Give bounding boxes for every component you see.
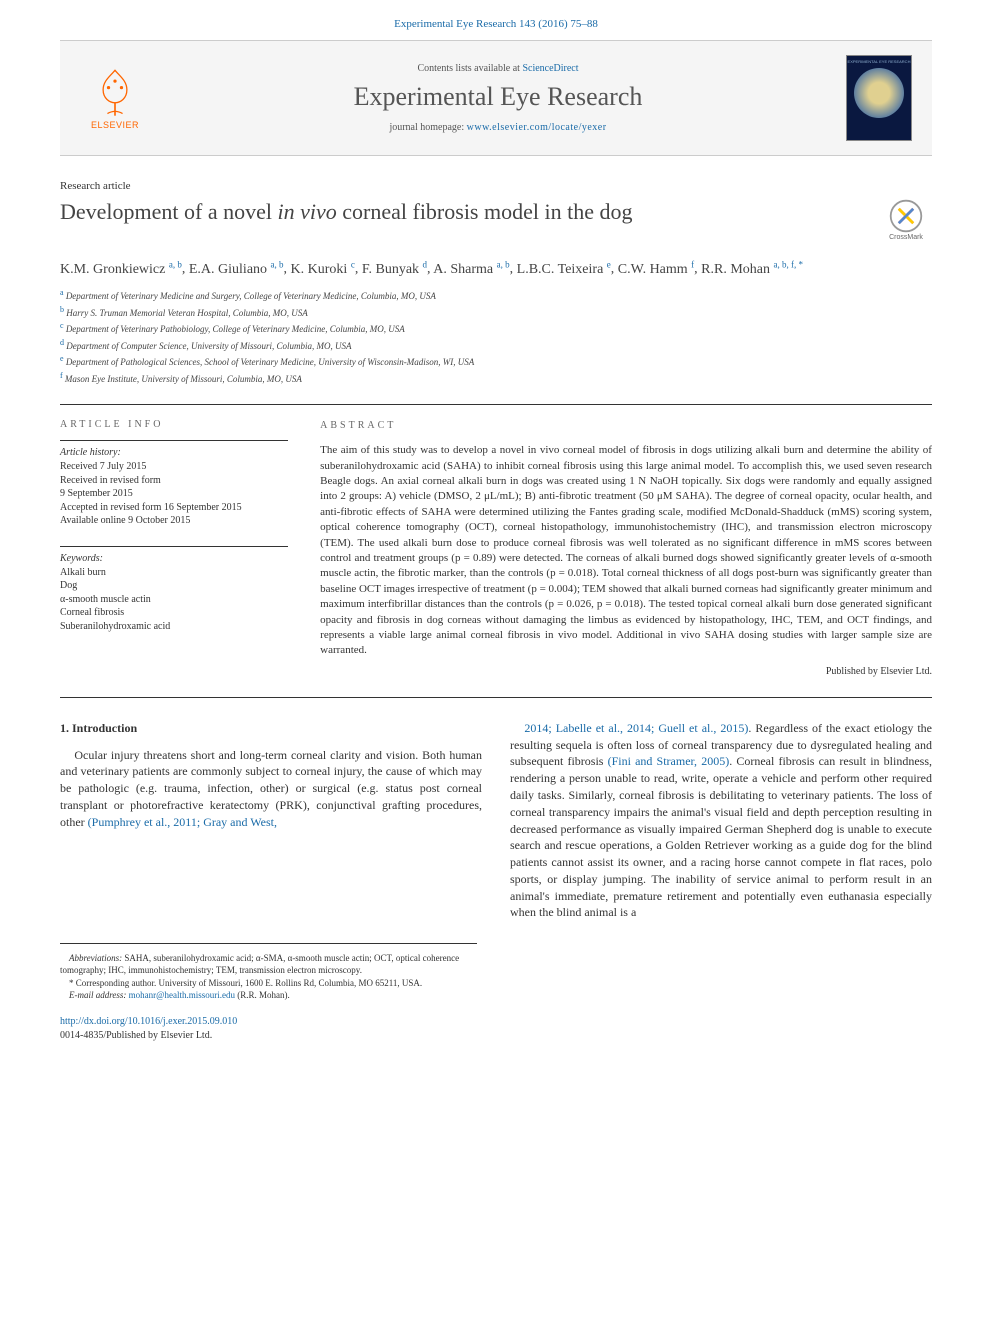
author: F. Bunyak d (362, 262, 427, 277)
history-label: Article history: (60, 447, 288, 458)
citation-3[interactable]: (Fini and Stramer, 2005) (608, 754, 730, 768)
page-footer: http://dx.doi.org/10.1016/j.exer.2015.09… (60, 1015, 932, 1043)
journal-reference: Experimental Eye Research 143 (2016) 75–… (0, 0, 992, 40)
corr-label: * Corresponding author. (69, 978, 156, 988)
title-pre: Development of a novel (60, 199, 278, 224)
keyword-item: α-smooth muscle actin (60, 593, 288, 607)
article-info-sidebar: ARTICLE INFO Article history: Received 7… (60, 405, 304, 678)
affiliations: a Department of Veterinary Medicine and … (60, 287, 932, 386)
intro-heading: 1. Introduction (60, 720, 482, 737)
body-column-left: 1. Introduction Ocular injury threatens … (60, 720, 482, 922)
affiliation: a Department of Veterinary Medicine and … (60, 287, 932, 304)
abstract-text: The aim of this study was to develop a n… (320, 443, 932, 658)
history-item: 9 September 2015 (60, 487, 288, 501)
corresponding-note: * Corresponding author. University of Mi… (60, 977, 477, 989)
intro-paragraph-right: 2014; Labelle et al., 2014; Guell et al.… (510, 720, 932, 922)
history-item: Accepted in revised form 16 September 20… (60, 501, 288, 515)
abstract-footer: Published by Elsevier Ltd. (320, 665, 932, 679)
author: L.B.C. Teixeira e (517, 262, 611, 277)
author: K.M. Gronkiewicz a, b (60, 262, 182, 277)
keywords-block: Keywords: Alkali burnDogα-smooth muscle … (60, 546, 288, 634)
history-item: Received in revised form (60, 474, 288, 488)
history-item: Received 7 July 2015 (60, 460, 288, 474)
elsevier-tree-icon (88, 66, 142, 120)
affiliation: e Department of Pathological Sciences, S… (60, 353, 932, 370)
article-info-head: ARTICLE INFO (60, 419, 288, 430)
footnotes: Abbreviations: SAHA, suberanilohydroxami… (60, 952, 477, 1001)
title-post: corneal fibrosis model in the dog (337, 199, 633, 224)
footnote-separator (60, 943, 477, 944)
abbreviations-note: Abbreviations: SAHA, suberanilohydroxami… (60, 952, 477, 976)
author: R.R. Mohan a, b, f, * (701, 262, 803, 277)
keywords-label: Keywords: (60, 553, 288, 564)
keyword-item: Suberanilohydroxamic acid (60, 620, 288, 634)
abbr-label: Abbreviations: (69, 953, 122, 963)
journal-homepage: journal homepage: www.elsevier.com/locat… (150, 122, 846, 133)
issn-line: 0014-4835/Published by Elsevier Ltd. (60, 1030, 212, 1041)
author: K. Kuroki c (291, 262, 355, 277)
author-list: K.M. Gronkiewicz a, b, E.A. Giuliano a, … (60, 258, 932, 279)
journal-cover[interactable]: EXPERIMENTAL EYE RESEARCH (846, 55, 912, 141)
keyword-item: Alkali burn (60, 566, 288, 580)
keyword-item: Corneal fibrosis (60, 606, 288, 620)
article-title: Development of a novel in vivo corneal f… (60, 198, 868, 226)
email-link[interactable]: mohanr@health.missouri.edu (129, 990, 235, 1000)
doi-link[interactable]: http://dx.doi.org/10.1016/j.exer.2015.09… (60, 1016, 237, 1027)
affiliation: d Department of Computer Science, Univer… (60, 337, 932, 354)
abstract-head: ABSTRACT (320, 419, 932, 433)
citation-2[interactable]: 2014; Labelle et al., 2014; Guell et al.… (524, 721, 748, 735)
contents-line: Contents lists available at ScienceDirec… (150, 63, 846, 74)
article-type: Research article (60, 180, 932, 192)
crossmark-icon (888, 198, 924, 234)
corr-text: University of Missouri, 1600 E. Rollins … (156, 978, 422, 988)
email-label: E-mail address: (69, 990, 126, 1000)
masthead: ELSEVIER Contents lists available at Sci… (60, 40, 932, 156)
sciencedirect-link[interactable]: ScienceDirect (522, 63, 578, 74)
keyword-item: Dog (60, 579, 288, 593)
email-note: E-mail address: mohanr@health.missouri.e… (60, 989, 477, 1001)
journal-name: Experimental Eye Research (150, 82, 846, 112)
affiliation: b Harry S. Truman Memorial Veteran Hospi… (60, 304, 932, 321)
affiliation: c Department of Veterinary Pathobiology,… (60, 320, 932, 337)
abstract-column: ABSTRACT The aim of this study was to de… (304, 405, 932, 678)
intro-text-right2: . Corneal fibrosis can result in blindne… (510, 754, 932, 919)
homepage-prefix: journal homepage: (389, 122, 466, 133)
cover-image (854, 68, 904, 118)
section-divider (60, 697, 932, 698)
affiliation: f Mason Eye Institute, University of Mis… (60, 370, 932, 387)
title-em: in vivo (278, 199, 337, 224)
elsevier-text: ELSEVIER (91, 120, 139, 130)
crossmark-badge[interactable]: CrossMark (880, 198, 932, 250)
author: C.W. Hamm f (618, 262, 694, 277)
elsevier-logo[interactable]: ELSEVIER (80, 58, 150, 138)
author: A. Sharma a, b (433, 262, 509, 277)
intro-paragraph-left: Ocular injury threatens short and long-t… (60, 747, 482, 831)
homepage-link[interactable]: www.elsevier.com/locate/yexer (467, 122, 607, 133)
contents-prefix: Contents lists available at (417, 63, 522, 74)
crossmark-text: CrossMark (889, 234, 923, 241)
history-item: Available online 9 October 2015 (60, 514, 288, 528)
cover-label: EXPERIMENTAL EYE RESEARCH (848, 60, 911, 64)
article-history: Article history: Received 7 July 2015Rec… (60, 440, 288, 528)
author: E.A. Giuliano a, b (189, 262, 284, 277)
citation-1[interactable]: (Pumphrey et al., 2011; Gray and West, (88, 815, 277, 829)
email-name: (R.R. Mohan). (235, 990, 290, 1000)
body-column-right: 2014; Labelle et al., 2014; Guell et al.… (510, 720, 932, 922)
body-columns: 1. Introduction Ocular injury threatens … (60, 720, 932, 922)
